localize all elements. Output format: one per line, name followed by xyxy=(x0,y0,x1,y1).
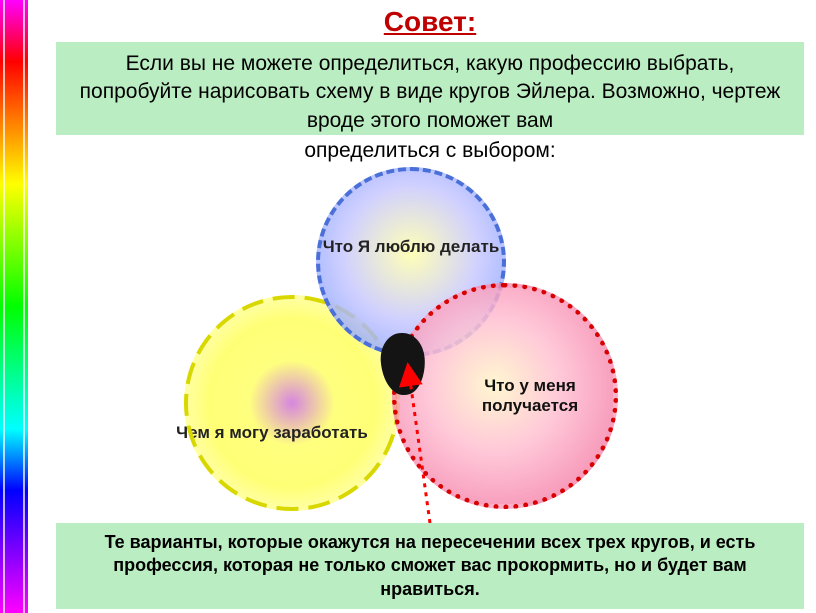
page-title: Совет: xyxy=(56,6,804,38)
conclusion-box: Те варианты, которые окажутся на пересеч… xyxy=(56,523,804,609)
rainbow-sidebar xyxy=(0,0,28,613)
venn-label-earn: Чем я могу заработать xyxy=(176,423,368,443)
venn-label-love: Что Я люблю делать xyxy=(323,237,500,257)
venn-circle-good-at: Что у меня получается xyxy=(392,283,618,509)
venn-diagram: Чем я могу заработать Что Я люблю делать… xyxy=(56,165,804,530)
venn-label-good-at: Что у меня получается xyxy=(447,376,613,417)
intro-last-line: определиться с выбором: xyxy=(56,135,804,165)
intro-box: Если вы не можете определиться, какую пр… xyxy=(56,42,804,135)
slide-content: Совет: Если вы не можете определиться, к… xyxy=(56,0,804,613)
